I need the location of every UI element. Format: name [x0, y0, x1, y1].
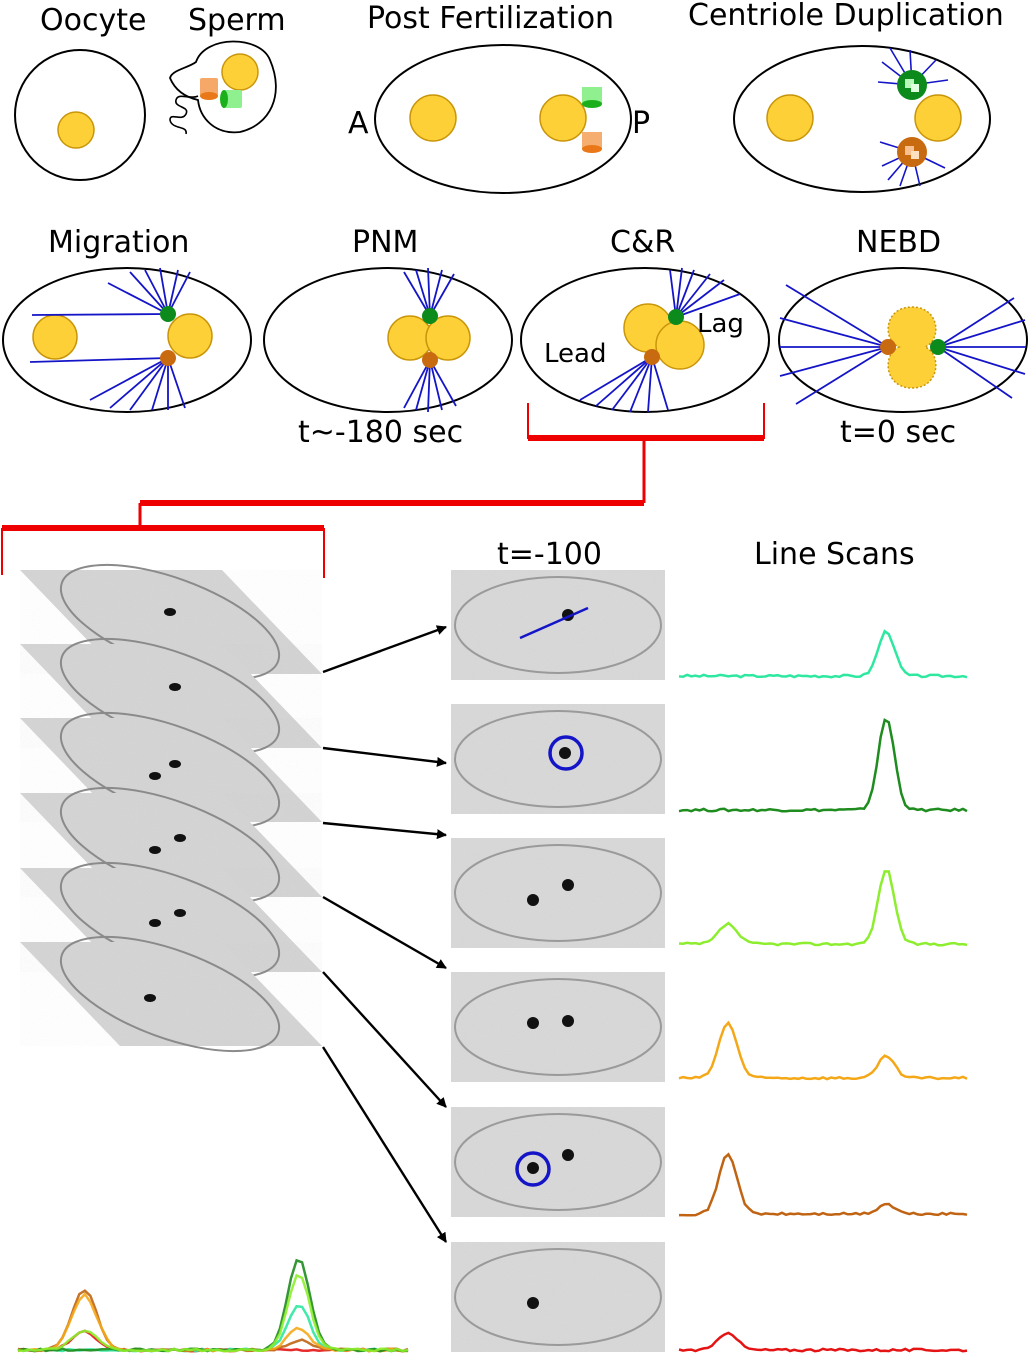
nebd-time-label: t=0 sec: [840, 415, 956, 450]
frame-image: [451, 570, 665, 680]
posterior-label: P: [632, 106, 650, 141]
migration-paternal-pronucleus: [167, 313, 213, 359]
overlay-curve: [17, 1289, 409, 1353]
line-scan-curve: [679, 1152, 968, 1217]
stack-slice: [20, 935, 322, 1053]
nebd-asters: [779, 284, 1026, 405]
migration-cell: [2, 267, 252, 413]
pnm-time-label: t~-180 sec: [298, 415, 463, 450]
lag-centrosome-circle: [548, 735, 584, 771]
maternal-pronucleus: [409, 94, 457, 142]
paternal-pronucleus: [539, 94, 587, 142]
slice-arrow: [322, 821, 447, 840]
pnm-paternal-pronucleus: [425, 315, 471, 361]
post-fertilization-label: Post Fertilization: [367, 1, 614, 36]
slice-arrow: [322, 746, 447, 767]
pnm-label: PNM: [352, 225, 418, 260]
lag-label: Lag: [697, 309, 744, 339]
slice-arrow: [322, 971, 447, 1108]
frame-time-label: t=-100: [497, 537, 602, 572]
overlay-curve: [17, 1273, 409, 1353]
cr-asters: [579, 267, 741, 413]
maternal-pronucleus-2: [766, 94, 814, 142]
nebd-orange-centrosome: [880, 339, 896, 355]
slice-arrow: [321, 1046, 448, 1243]
cr-orange-centrosome: [644, 349, 660, 365]
sperm-green-centriole: [224, 90, 242, 108]
sperm-pronucleus: [221, 53, 259, 91]
nebd-green-centrosome: [930, 339, 946, 355]
slice-arrow: [322, 895, 447, 970]
nebd-merged-pronuclei: [887, 306, 937, 389]
line-scan-curve: [678, 1331, 968, 1353]
scan-line: [519, 606, 589, 640]
line-scan-plots: [678, 629, 968, 1353]
slice-arrow: [322, 625, 447, 674]
frame-image: [451, 1107, 665, 1217]
z-stack-slices: [20, 563, 322, 1053]
line-scans-title: Line Scans: [754, 537, 915, 572]
cr-label: C&R: [610, 225, 675, 260]
migration-label: Migration: [48, 225, 189, 260]
centriole-duplication-label: Centriole Duplication: [688, 0, 1004, 33]
pnm-asters: [403, 267, 457, 413]
lead-centrosome-circle: [515, 1151, 551, 1187]
line-scan-curve: [678, 1020, 968, 1081]
projection-frames: [451, 570, 665, 1352]
lead-label: Lead: [544, 339, 606, 369]
sperm-cell: [169, 40, 277, 135]
oocyte-pronucleus: [57, 111, 95, 149]
line-scan-curve: [678, 870, 968, 947]
line-scan-curve: [678, 718, 968, 813]
oocyte-label: Oocyte: [40, 3, 146, 38]
pnm-green-centrosome: [422, 308, 438, 324]
sperm-label: Sperm: [188, 3, 286, 38]
post-fertilization-cell: [374, 44, 632, 194]
line-scan-curve: [678, 629, 968, 679]
cr-bracket: [1, 403, 765, 578]
frame-image: [451, 972, 665, 1082]
sperm-orange-centriole: [200, 78, 218, 96]
migration-orange-centrosome: [160, 350, 176, 366]
anterior-label: A: [348, 106, 369, 141]
frame-image: [451, 838, 665, 948]
nebd-label: NEBD: [856, 225, 941, 260]
migration-green-centrosome: [160, 306, 176, 322]
overlay-curve: [17, 1304, 409, 1353]
orange-centriole: [582, 132, 602, 149]
slice-arrows: [321, 625, 448, 1243]
pnm-orange-centrosome: [422, 352, 438, 368]
frame-image: [451, 704, 665, 814]
migration-maternal-pronucleus: [32, 314, 78, 360]
line-scan-overlay: [17, 1258, 409, 1353]
cr-green-centrosome: [668, 309, 684, 325]
frame-image: [451, 1242, 665, 1352]
green-centriole: [582, 87, 602, 104]
paternal-pronucleus-2: [914, 94, 962, 142]
